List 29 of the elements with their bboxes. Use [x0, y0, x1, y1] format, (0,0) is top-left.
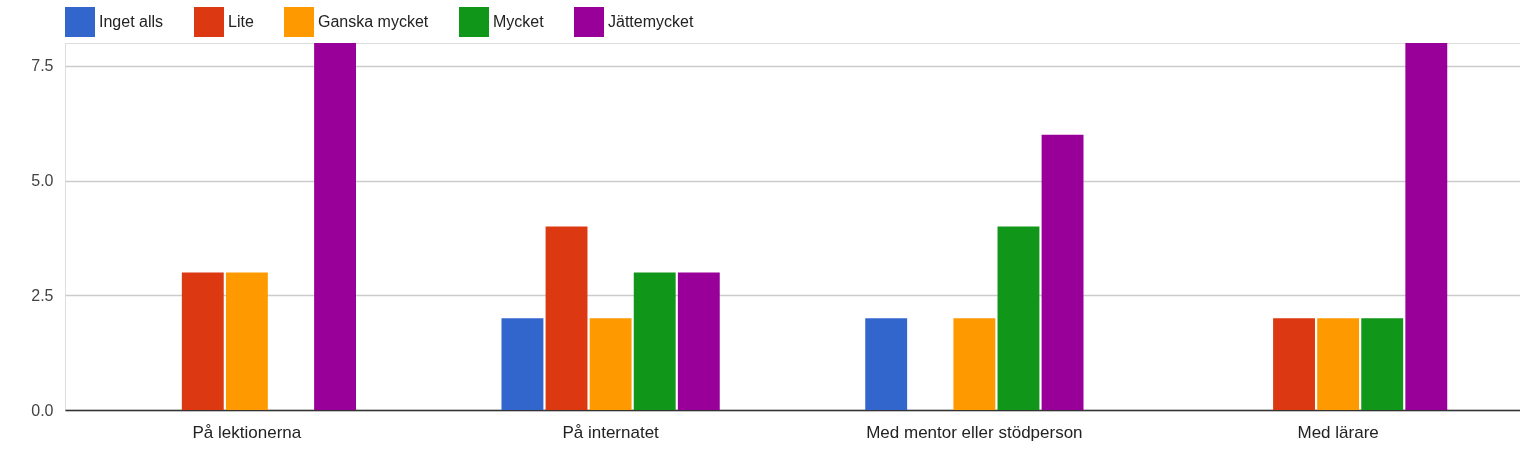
bar: [181, 272, 224, 410]
bar: [1273, 318, 1315, 410]
bar: [865, 318, 908, 410]
bar: [1317, 318, 1360, 410]
legend-label: Lite: [228, 13, 254, 30]
bar: [545, 226, 588, 410]
legend-label: Mycket: [493, 13, 545, 30]
y-tick-label: 7.5: [31, 57, 54, 75]
x-tick-label: Med lärare: [1297, 422, 1379, 442]
bar: [589, 318, 632, 410]
x-tick-label: Med mentor eller stödperson: [866, 422, 1083, 442]
bar: [677, 272, 720, 410]
bar: [1405, 43, 1448, 410]
bar: [225, 272, 268, 410]
bar: [314, 43, 356, 410]
y-tick-label: 2.5: [31, 286, 54, 304]
bar: [501, 318, 544, 410]
legend-label: Jättemycket: [608, 13, 694, 30]
x-tick-label: På internatet: [562, 422, 660, 442]
y-tick-label: 0.0: [31, 401, 54, 419]
bar: [1361, 318, 1404, 410]
x-tick-label: På lektionerna: [192, 422, 302, 442]
bar: [1041, 134, 1084, 410]
bar: [997, 226, 1040, 410]
y-tick-label: 5.0: [31, 172, 54, 190]
bar: [953, 318, 996, 410]
legend-label: Inget alls: [99, 13, 164, 30]
legend-label: Ganska mycket: [318, 13, 429, 30]
bar: [633, 272, 676, 410]
